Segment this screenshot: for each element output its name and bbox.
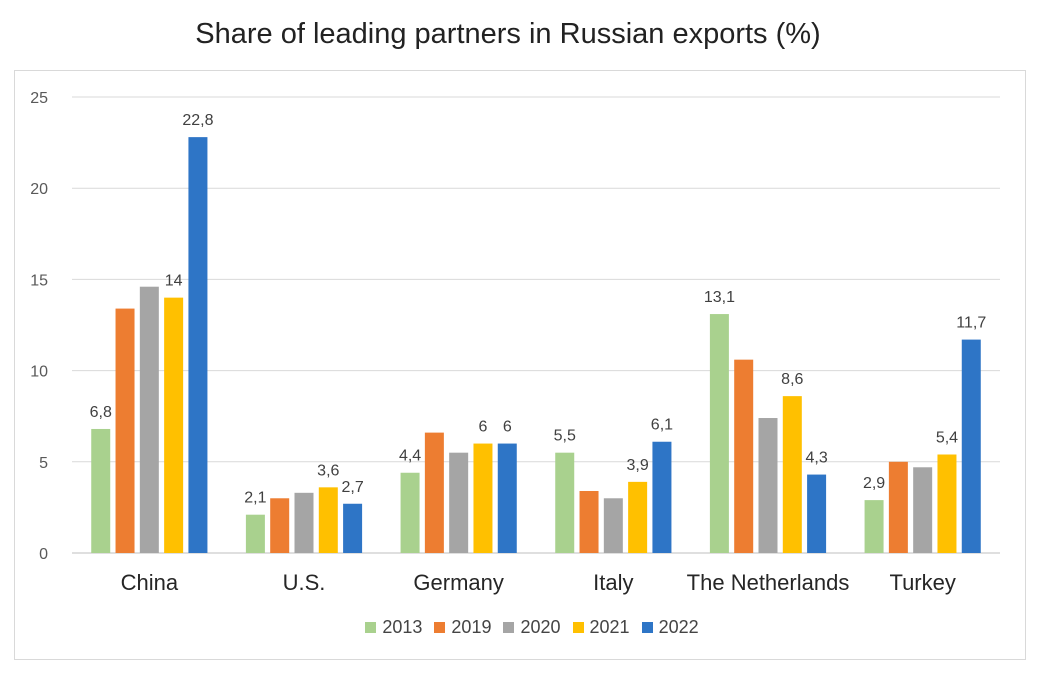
bar-2019: [734, 359, 754, 553]
bar-2021: [782, 396, 802, 553]
data-label: 4,4: [399, 448, 421, 465]
data-label: 13,1: [704, 289, 735, 306]
bar-2013: [245, 514, 265, 553]
bar-2020: [603, 498, 623, 553]
x-category-label: Turkey: [889, 570, 955, 595]
bar-2013: [91, 428, 111, 553]
bar-2022: [343, 503, 363, 553]
bar-2019: [115, 308, 135, 553]
data-label: 14: [165, 273, 183, 290]
x-category-label: Germany: [413, 570, 503, 595]
data-label: 2,1: [244, 490, 266, 507]
bar-2020: [758, 418, 778, 553]
bar-2021: [628, 481, 648, 553]
bar-2022: [652, 441, 672, 553]
bar-2019: [579, 490, 599, 553]
legend-swatch: [572, 622, 584, 633]
legend-item-2013: 2013: [365, 617, 422, 638]
y-tick-label: 0: [39, 546, 48, 563]
bar-2019: [270, 498, 290, 553]
legend-item-2021: 2021: [572, 617, 630, 638]
legend-label: 2019: [451, 617, 492, 637]
legend-item-2022: 2022: [641, 617, 699, 638]
data-label: 6: [503, 419, 512, 436]
bar-2022: [961, 339, 981, 553]
bar-2013: [709, 314, 729, 553]
data-label: 5,5: [554, 428, 576, 445]
bar-2020: [139, 286, 159, 553]
bar-2013: [400, 472, 420, 553]
legend-item-2019: 2019: [434, 617, 491, 638]
bar-2019: [888, 461, 908, 553]
bar-2022: [497, 443, 517, 553]
legend-swatch: [503, 622, 515, 633]
legend-item-2020: 2020: [503, 617, 561, 638]
bar-2021: [164, 297, 184, 553]
bar-2021: [473, 443, 493, 553]
data-label: 6,1: [651, 417, 673, 434]
data-label: 3,6: [317, 462, 339, 479]
legend-swatch: [641, 622, 653, 633]
y-tick-label: 10: [30, 364, 48, 381]
y-tick-label: 5: [39, 455, 48, 472]
bar-2021: [937, 454, 957, 553]
data-label: 22,8: [182, 112, 213, 129]
x-category-label: Italy: [593, 570, 633, 595]
y-tick-label: 20: [30, 181, 48, 198]
chart-title: Share of leading partners in Russian exp…: [195, 18, 821, 50]
bar-2022: [188, 137, 208, 554]
bar-2020: [449, 452, 469, 553]
data-label: 4,3: [805, 450, 827, 467]
bar-2013: [864, 500, 884, 553]
legend-label: 2022: [658, 617, 699, 637]
y-tick-label: 15: [30, 272, 48, 289]
data-label: 6,8: [90, 404, 112, 421]
data-label: 11,7: [956, 315, 986, 332]
data-label: 2,7: [341, 479, 363, 496]
legend: 2013 2019 2020 2021 2022: [0, 617, 1044, 638]
x-category-label: U.S.: [283, 570, 326, 595]
data-label: 2,9: [863, 475, 885, 492]
bar-2013: [555, 452, 575, 553]
y-tick-label: 25: [30, 90, 48, 107]
bar-2020: [913, 467, 933, 553]
x-category-label: The Netherlands: [687, 570, 850, 595]
data-label: 6: [479, 419, 488, 436]
data-label: 8,6: [781, 371, 803, 388]
data-label: 3,9: [627, 457, 649, 474]
legend-label: 2021: [589, 617, 630, 637]
bar-2022: [807, 474, 827, 553]
plot-frame: [14, 70, 1026, 660]
legend-label: 2013: [382, 617, 423, 637]
data-label: 5,4: [936, 430, 958, 447]
bar-2021: [318, 487, 338, 553]
bar-2019: [424, 432, 444, 553]
legend-label: 2020: [520, 617, 561, 637]
legend-swatch: [365, 622, 377, 633]
bar-2020: [294, 492, 314, 553]
x-category-label: China: [121, 570, 179, 595]
legend-swatch: [434, 622, 446, 633]
